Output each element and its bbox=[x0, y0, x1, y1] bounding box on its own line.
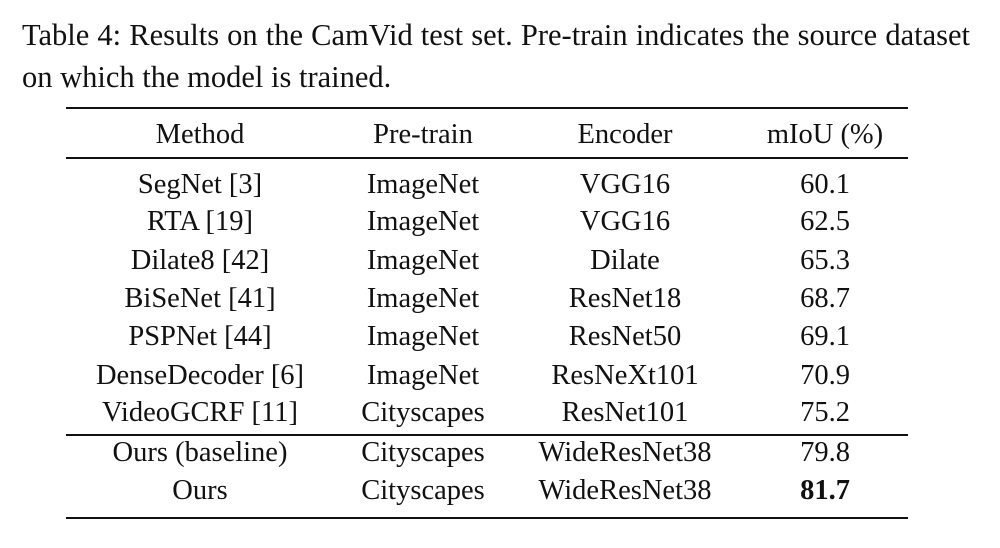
table-cell: ImageNet bbox=[366, 244, 480, 276]
header-cell: Pre-train bbox=[373, 118, 473, 150]
table-cell: VGG16 bbox=[579, 168, 671, 200]
top-rule bbox=[66, 107, 908, 109]
table-cell: Cityscapes bbox=[361, 474, 485, 506]
table-cell: 60.1 bbox=[800, 168, 850, 200]
table-cell: ImageNet bbox=[366, 359, 480, 391]
table-cell: ResNet101 bbox=[561, 396, 689, 428]
header-cell: mIoU (%) bbox=[766, 118, 884, 150]
table-cell: ImageNet bbox=[366, 320, 480, 352]
table-cell: Dilate bbox=[590, 244, 660, 276]
header-cell: Encoder bbox=[577, 118, 673, 150]
table-cell: 69.1 bbox=[800, 320, 850, 352]
table-cell: WideResNet38 bbox=[538, 474, 712, 506]
table-cell: PSPNet [44] bbox=[128, 320, 272, 352]
table-cell: 70.9 bbox=[800, 359, 850, 391]
table-cell: ImageNet bbox=[366, 282, 480, 314]
header-rule bbox=[66, 157, 908, 159]
table-cell: ImageNet bbox=[366, 205, 480, 237]
table-cell: ResNet18 bbox=[568, 282, 682, 314]
table-cell: DenseDecoder [6] bbox=[95, 359, 305, 391]
header-cell: Method bbox=[155, 118, 245, 150]
table-cell: BiSeNet [41] bbox=[124, 282, 276, 314]
table-cell: ResNeXt101 bbox=[551, 359, 699, 391]
group-rule bbox=[66, 434, 908, 436]
table-cell: 75.2 bbox=[800, 396, 850, 428]
table-cell: RTA [19] bbox=[146, 205, 254, 237]
table-cell: 65.3 bbox=[800, 244, 850, 276]
table-cell: Cityscapes bbox=[361, 436, 485, 468]
table-cell: 81.7 bbox=[800, 474, 850, 506]
table-cell: Ours bbox=[172, 474, 228, 506]
table-cell: VGG16 bbox=[579, 205, 671, 237]
table-cell: Dilate8 [42] bbox=[130, 244, 270, 276]
table-cell: ResNet50 bbox=[568, 320, 682, 352]
table-caption: Table 4: Results on the CamVid test set.… bbox=[22, 18, 970, 94]
table-cell: ImageNet bbox=[366, 168, 480, 200]
table-cell: 79.8 bbox=[800, 436, 850, 468]
table-cell: 68.7 bbox=[800, 282, 850, 314]
table-cell: 62.5 bbox=[800, 205, 850, 237]
table-cell: Cityscapes bbox=[361, 396, 485, 428]
table-cell: Ours (baseline) bbox=[112, 436, 288, 468]
table-cell: WideResNet38 bbox=[538, 436, 712, 468]
table-cell: VideoGCRF [11] bbox=[102, 396, 298, 428]
bottom-rule bbox=[66, 517, 908, 519]
table-cell: SegNet [3] bbox=[137, 168, 263, 200]
